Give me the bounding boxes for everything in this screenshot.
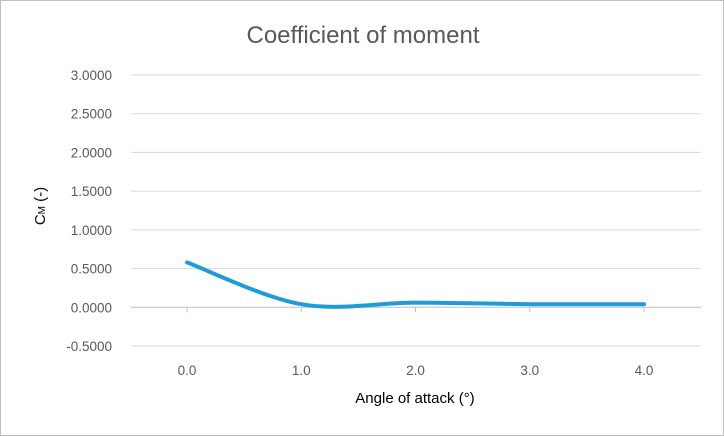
x-tick-label: 4.0 <box>635 363 654 378</box>
y-tick-label: 2.0000 <box>71 145 112 160</box>
y-tick-label: 3.0000 <box>71 68 112 83</box>
x-axis-label: Angle of attack (°) <box>355 390 474 407</box>
series-line <box>185 260 646 309</box>
x-tick-label: 3.0 <box>520 363 539 378</box>
gridlines <box>131 74 701 347</box>
y-axis-label: CM (-) <box>32 187 49 225</box>
y-axis-label-subscript: M <box>37 206 48 214</box>
y-axis-label-suffix: (-) <box>32 187 49 206</box>
y-tick-labels: -0.5000 0.0000 0.5000 1.0000 1.5000 2.0000 2.5… <box>66 68 112 354</box>
y-tick-label: 1.5000 <box>71 184 112 199</box>
series-layer <box>185 260 646 309</box>
y-tick-label: 0.0000 <box>71 300 112 315</box>
x-tick-label: 2.0 <box>406 363 425 378</box>
y-tick-label: 2.5000 <box>71 107 112 122</box>
x-tick-labels: 0.0 1.0 2.0 3.0 4.0 <box>178 363 654 378</box>
x-tick-label: 1.0 <box>292 363 311 378</box>
y-tick-label: -0.5000 <box>66 339 112 354</box>
x-tick-label: 0.0 <box>178 363 197 378</box>
y-axis-label-main: C <box>32 214 49 225</box>
chart-title: Coefficient of moment <box>246 22 479 49</box>
y-tick-label: 0.5000 <box>71 262 112 277</box>
y-tick-label: 1.0000 <box>71 223 112 238</box>
